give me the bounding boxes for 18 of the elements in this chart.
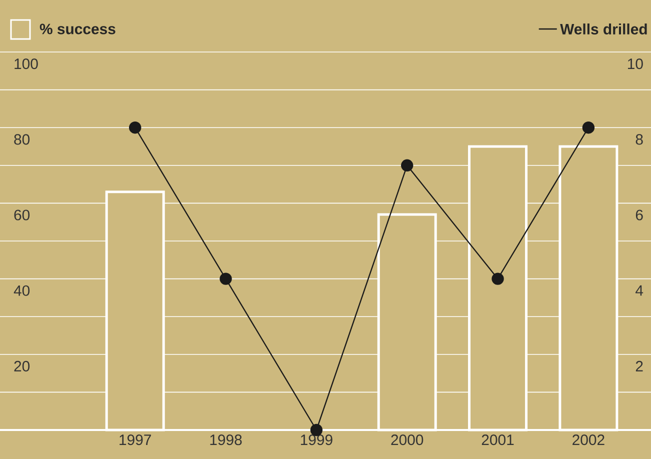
- y2-tick-label: 10: [628, 58, 643, 70]
- legend-label: Wells drilled: [560, 24, 647, 34]
- x-tick-label: 2001: [482, 434, 514, 446]
- y2-tick-label: 4: [636, 285, 644, 296]
- y-tick-label: 100: [14, 58, 38, 70]
- y-tick-label: 40: [14, 285, 30, 296]
- legend-label: % success: [40, 24, 116, 34]
- x-tick-label: 1999: [300, 434, 332, 446]
- x-tick-label: 1998: [210, 434, 242, 446]
- x-tick-label: 1997: [120, 434, 151, 446]
- y2-tick-label: 6: [636, 210, 643, 220]
- y2-tick-label: 8: [636, 134, 643, 145]
- y2-tick-label: 2: [636, 360, 643, 372]
- y-tick-label: 80: [14, 134, 30, 145]
- x-tick-label: 2000: [391, 434, 424, 446]
- y-tick-label: 60: [14, 210, 30, 220]
- x-tick-label: 2002: [572, 434, 604, 446]
- y-tick-label: 20: [14, 360, 30, 372]
